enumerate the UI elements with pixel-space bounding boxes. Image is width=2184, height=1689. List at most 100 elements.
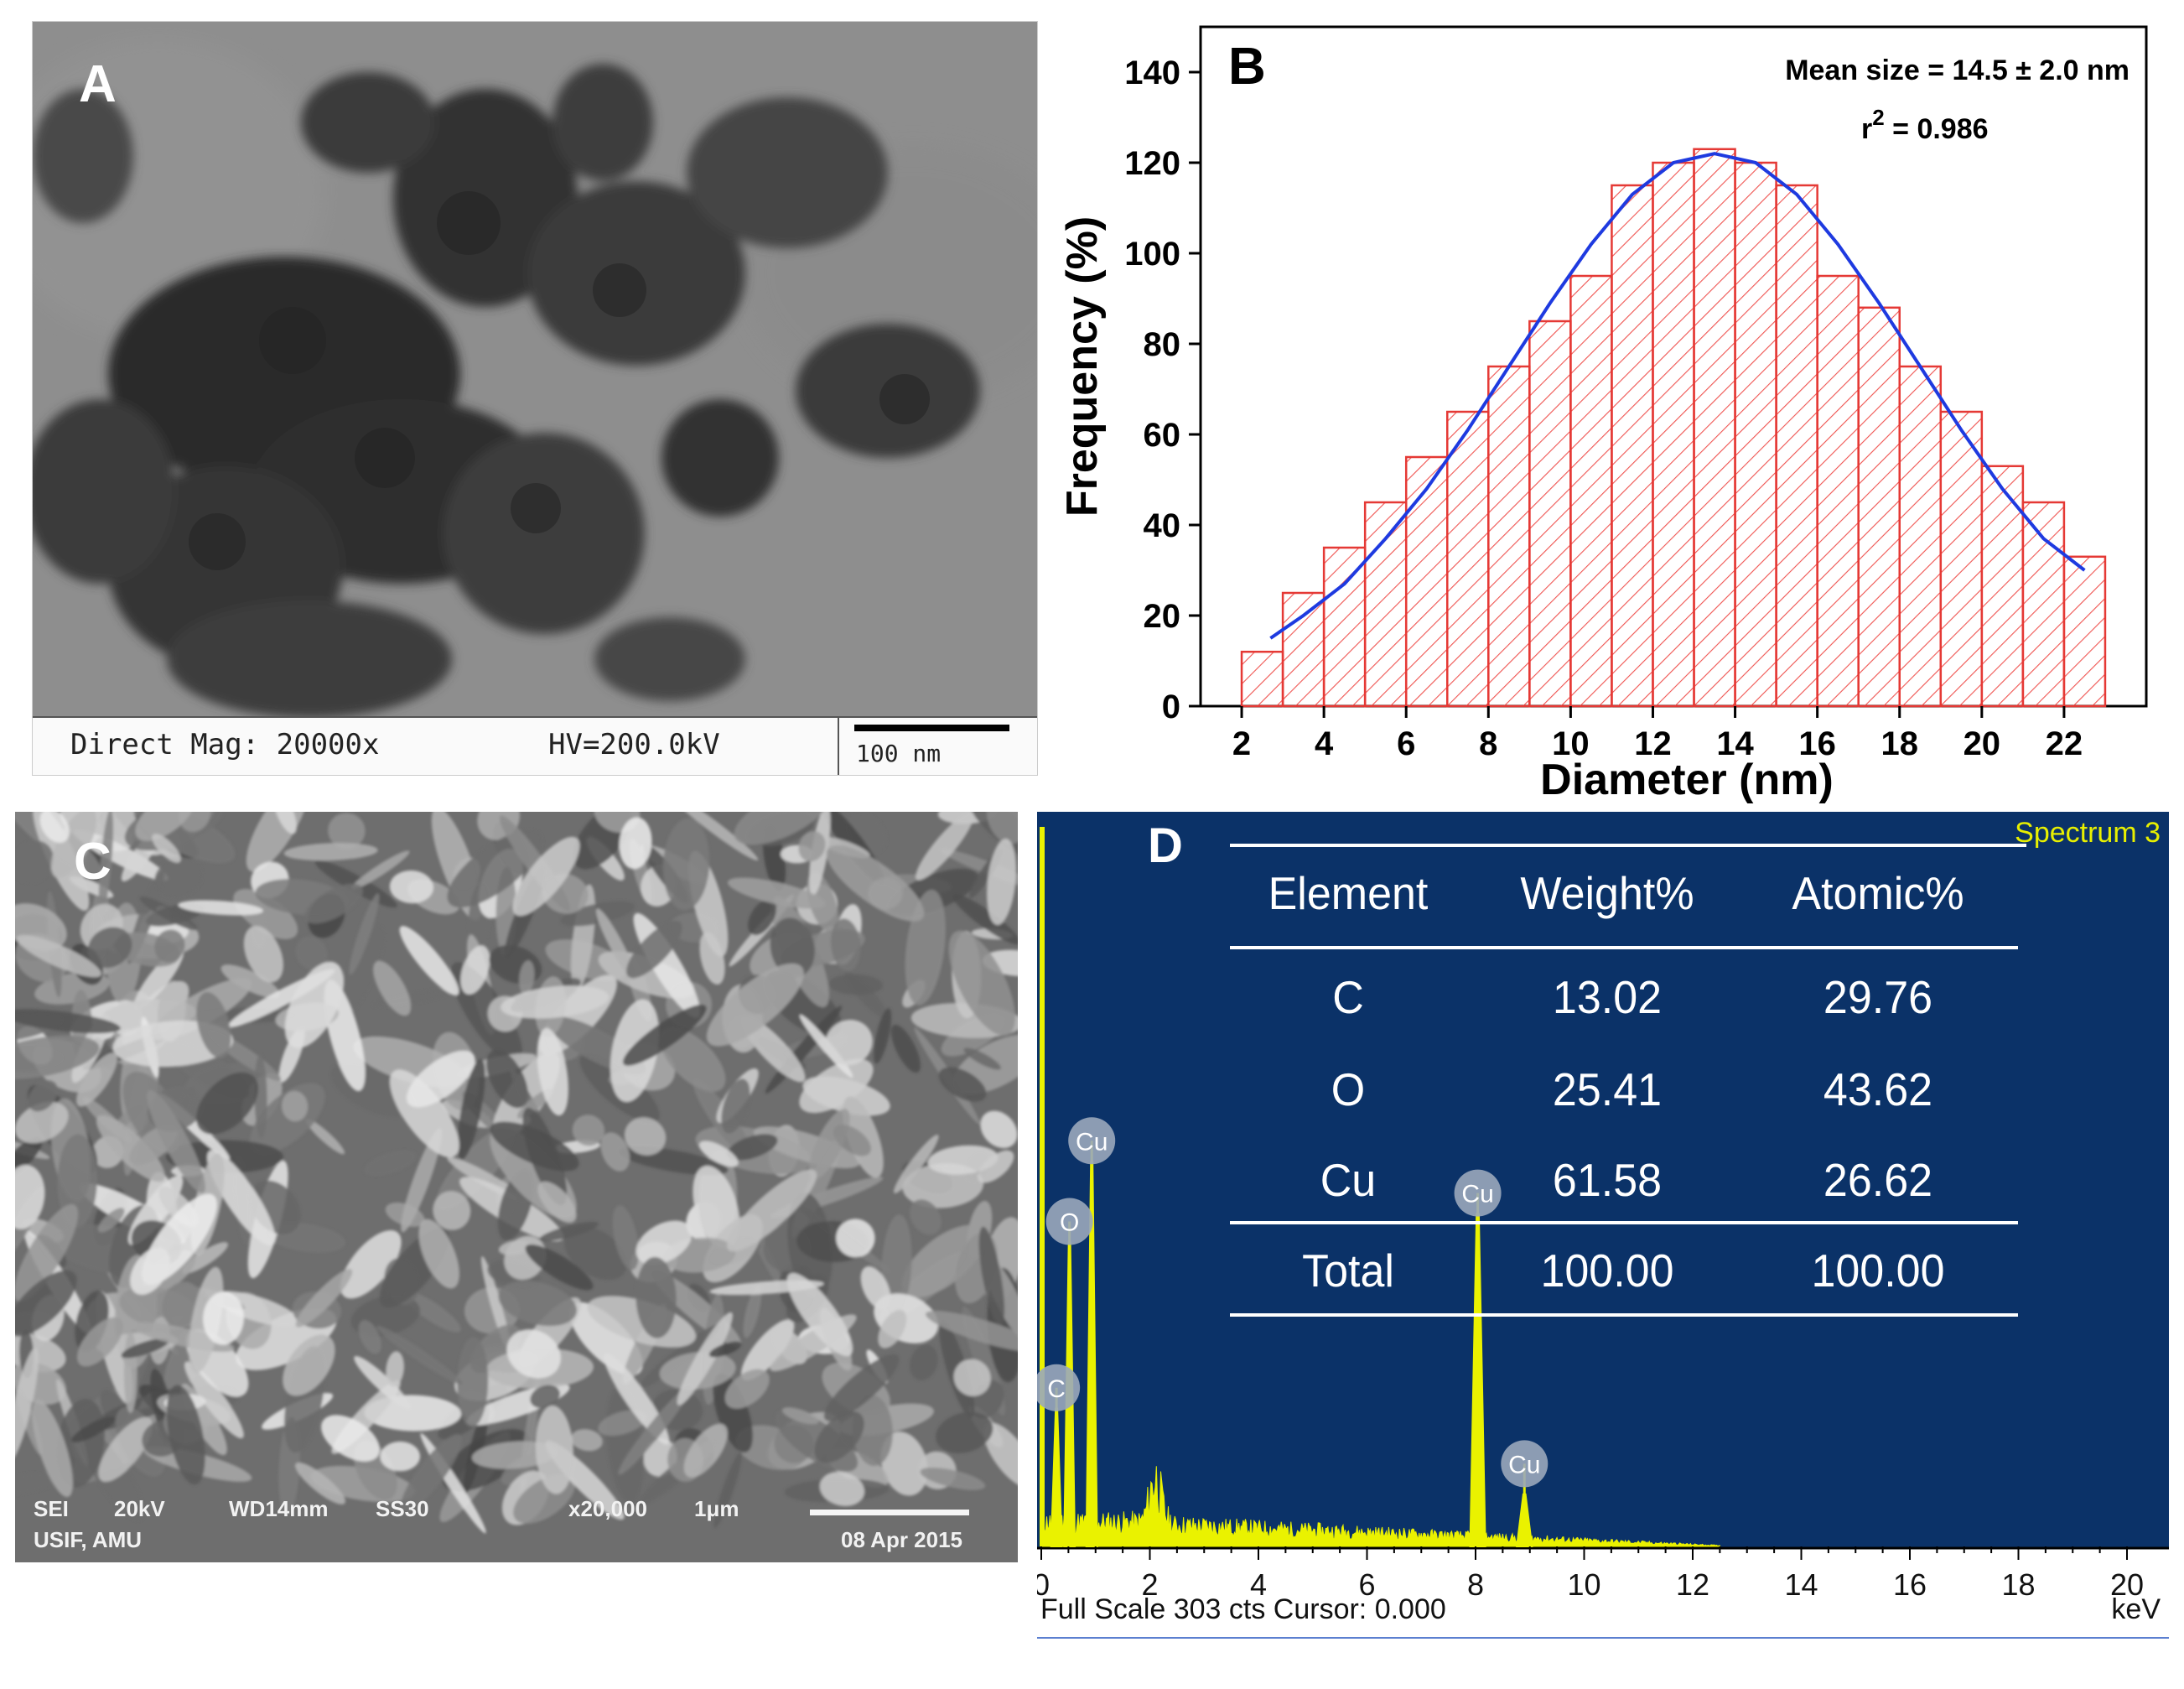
table-cell-atomic: 26.62 — [1823, 1155, 1933, 1207]
tem-micrograph: A — [33, 22, 1037, 716]
histogram-bar — [1322, 546, 1367, 708]
histogram-bar — [1939, 410, 1984, 708]
edx-plot-area — [1037, 812, 2169, 1548]
edx-peak-label: C — [1047, 1375, 1066, 1403]
size-distribution-chart: 2 4 6 8 10 12 14 16 18 20 22 0 20 40 60 80 100 120 140 B M… — [1058, 25, 2148, 804]
sem-info-spot: SS30 — [376, 1496, 429, 1521]
edx-peak-label: Cu — [1461, 1181, 1493, 1208]
y-tick-label: 100 — [1124, 236, 1180, 273]
table-header-weight: Weight% — [1520, 868, 1694, 920]
edx-x-tick-label: 8 — [1467, 1567, 1484, 1602]
edx-x-axis-unit: keV — [2111, 1593, 2161, 1625]
table-header-atomic: Atomic% — [1792, 868, 1964, 920]
x-tick-label: 12 — [1634, 725, 1672, 762]
histogram-bar — [1693, 148, 1736, 708]
x-tick-label: 14 — [1716, 725, 1754, 762]
edx-peak-badge — [1068, 1117, 1116, 1165]
table-cell-weight: 61.58 — [1552, 1155, 1663, 1207]
histogram-bar — [1281, 591, 1325, 708]
x-tick-label: 6 — [1397, 725, 1415, 762]
edx-x-tick-label: 2 — [1141, 1567, 1158, 1602]
y-tick-label: 40 — [1144, 507, 1181, 544]
tem-scale-bar-box — [838, 718, 1037, 775]
sem-info-overlay: SEI 20kV WD14mm SS30 x20,000 1μm USIF, A… — [34, 1496, 962, 1552]
histogram-bar — [2021, 501, 2066, 708]
table-total-weight: 100.00 — [1540, 1245, 1674, 1297]
sem-info-wd: WD14mm — [229, 1496, 328, 1521]
edx-peak-label: Cu — [1076, 1128, 1108, 1156]
histogram-bar — [1528, 320, 1572, 708]
table-header-element: Element — [1268, 868, 1429, 920]
table-cell-element: Cu — [1320, 1155, 1377, 1207]
tem-magnification: Direct Mag: 20000x — [70, 728, 380, 761]
table-total-label: Total — [1302, 1245, 1394, 1297]
sem-info-detector: SEI — [34, 1496, 69, 1521]
y-tick-label: 80 — [1144, 326, 1181, 363]
x-tick-label: 8 — [1479, 725, 1497, 762]
table-cell-atomic: 43.62 — [1823, 1064, 1933, 1116]
histogram-bar — [1569, 274, 1613, 708]
sem-info-mag: x20,000 — [568, 1496, 647, 1521]
tem-caption-bar: Direct Mag: 20000x HV=200.0kV 100 nm — [33, 716, 1037, 775]
edx-peak-badge — [1501, 1440, 1549, 1488]
histogram-bar — [1363, 501, 1408, 708]
histogram-bar — [1611, 184, 1654, 708]
x-tick-label: 22 — [2046, 725, 2083, 762]
sem-info-voltage: 20kV — [114, 1496, 165, 1521]
panel-a-tem: A Direct Mag: 20000x HV=200.0kV 100 nm — [32, 21, 1038, 776]
tem-scale-label: 100 nm — [856, 740, 942, 767]
x-tick-label: 2 — [1232, 725, 1251, 762]
sem-info-scale: 1μm — [694, 1496, 739, 1521]
edx-background-trace — [1040, 1466, 1720, 1547]
edx-x-tick-label: 6 — [1358, 1567, 1375, 1602]
tem-voltage: HV=200.0kV — [548, 728, 720, 761]
histogram-bar — [1898, 365, 1943, 708]
panel-letter-d: D — [1148, 819, 1183, 873]
histogram-bar — [2062, 555, 2107, 708]
histogram-y-axis-label: Frequency (%) — [1058, 216, 1107, 517]
sem-micrograph: C SEI 20kV WD14mm SS30 x20,000 1μm USIF,… — [15, 812, 1018, 1562]
histogram-bar — [1816, 274, 1860, 708]
histogram-bar — [1446, 410, 1490, 708]
x-tick-label: 4 — [1315, 725, 1334, 762]
sem-scale-bar — [810, 1510, 969, 1515]
edx-peak-badge — [1037, 1364, 1081, 1411]
x-tick-label: 18 — [1881, 725, 1918, 762]
sem-info-facility: USIF, AMU — [34, 1527, 142, 1552]
panel-letter-a: A — [79, 55, 117, 113]
edx-zero-strip — [1040, 827, 1045, 1546]
histogram-bar — [1240, 650, 1284, 708]
gaussian-fit-line — [1269, 152, 2086, 640]
histogram-bar — [1652, 161, 1695, 708]
edx-x-tick-label: 14 — [1784, 1567, 1818, 1602]
edx-x-tick-label: 4 — [1250, 1567, 1267, 1602]
panel-letter-c: C — [74, 833, 112, 891]
edx-peak-label: Cu — [1508, 1451, 1540, 1479]
edx-x-tick-label: 0 — [1037, 1567, 1050, 1602]
edx-x-tick-label: 16 — [1893, 1567, 1927, 1602]
histogram-bar — [1734, 161, 1777, 708]
panel-d-edx: Cu O C Cu Cu 0 2 4 6 8 10 12 14 16 18 20 Spectrum 3 D … — [1037, 812, 2169, 1659]
edx-x-tick-label: 10 — [1567, 1567, 1600, 1602]
x-tick-label: 16 — [1798, 725, 1836, 762]
panel-letter-b: B — [1228, 38, 1266, 96]
y-tick-label: 140 — [1124, 55, 1180, 91]
table-cell-weight: 25.41 — [1552, 1064, 1663, 1116]
table-cell-atomic: 29.76 — [1823, 972, 1933, 1024]
mean-size-annotation: Mean size = 14.5 ± 2.0 nm — [1785, 55, 2130, 86]
histogram-x-axis-label: Diameter (nm) — [1540, 756, 1834, 804]
r-squared-base: r — [1861, 113, 1872, 145]
histogram-bar — [1980, 465, 2025, 708]
edx-x-tick-label: 20 — [2110, 1567, 2144, 1602]
table-cell-element: O — [1331, 1064, 1366, 1116]
edx-footer: Full Scale 303 cts Cursor: 0.000 — [1040, 1593, 1446, 1625]
y-tick-label: 60 — [1144, 417, 1181, 454]
edx-peak-badge — [1045, 1198, 1093, 1245]
edx-x-tick-label: 18 — [2001, 1567, 2035, 1602]
tem-scale-bar — [854, 725, 1009, 731]
y-tick-label: 120 — [1124, 145, 1180, 182]
histogram-bar — [1857, 306, 1901, 708]
y-tick-label: 0 — [1162, 689, 1180, 725]
table-total-atomic: 100.00 — [1811, 1245, 1945, 1297]
